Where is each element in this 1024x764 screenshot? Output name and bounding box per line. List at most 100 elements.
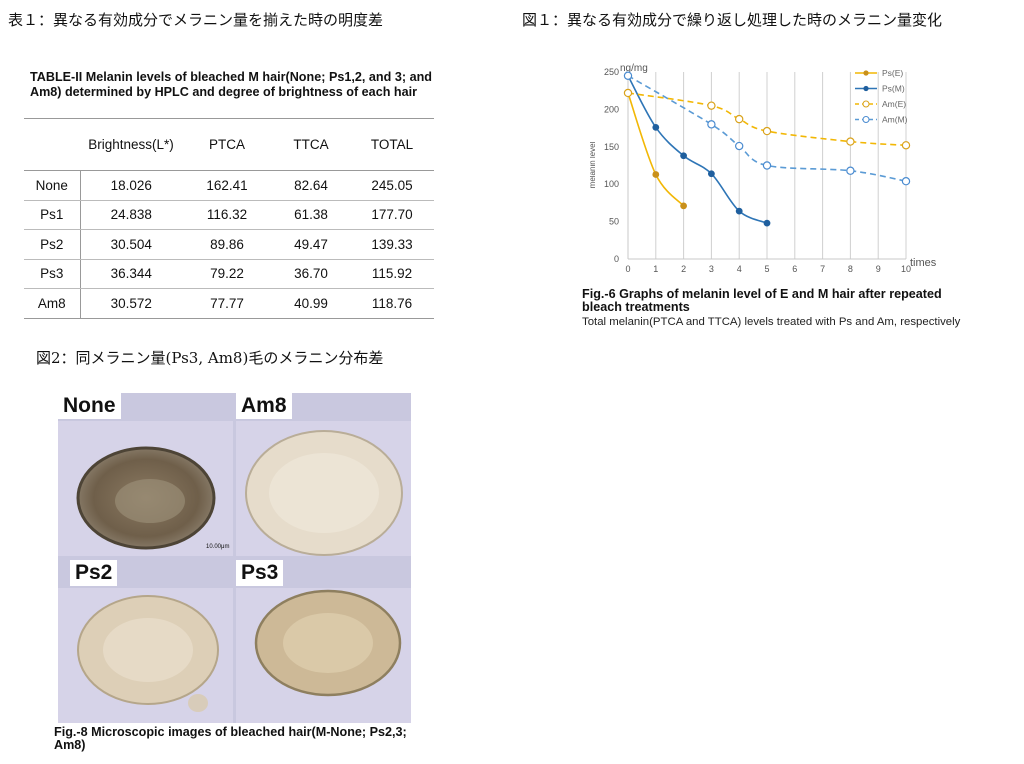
x-tick-label: 0 <box>625 264 630 274</box>
y-unit-label: ng/mg <box>620 63 648 74</box>
table-cell: 61.38 <box>272 200 350 230</box>
table-cell: 24.838 <box>80 200 182 230</box>
microscope-figure: 10.00μm None Am8 Ps2 Ps3 <box>58 393 411 723</box>
data-point-Am(M) <box>734 141 744 151</box>
table-cell: 36.70 <box>272 259 350 289</box>
data-point-Am(E) <box>762 126 772 136</box>
x-tick-label: 1 <box>653 264 658 274</box>
figure2-heading: 図2：同メラニン量(Ps3, Am8)毛のメラニン分布差 <box>36 349 384 367</box>
data-point-Am(M) <box>623 71 633 80</box>
chart-caption-note: Total melanin(PTCA and TTCA) levels trea… <box>582 316 961 328</box>
table-row: Ps3 36.344 79.22 36.70 115.92 <box>24 259 434 289</box>
micro-panel-am8 <box>236 421 411 556</box>
table-cell: 40.99 <box>272 288 350 319</box>
micro-panel-none: 10.00μm <box>58 421 233 556</box>
table-cell: 30.504 <box>80 229 182 260</box>
legend-label: Am(M) <box>882 115 908 125</box>
chart-caption-title: Fig.-6 Graphs of melanin level of E and … <box>582 287 942 314</box>
table-row: Am8 30.572 77.77 40.99 118.76 <box>24 288 434 319</box>
chart-caption: Fig.-6 Graphs of melanin level of E and … <box>582 288 962 329</box>
table-caption: TABLE-II Melanin levels of bleached M ha… <box>30 70 432 99</box>
table-cell: 49.47 <box>272 229 350 260</box>
data-point-Ps(E) <box>652 171 660 178</box>
legend-label: Ps(M) <box>882 84 905 94</box>
data-point-Ps(E) <box>680 202 687 210</box>
legend-marker <box>862 116 870 123</box>
legend-marker <box>862 100 870 108</box>
y-axis-label: melanin level <box>590 141 597 188</box>
melanin-line-chart: 0 50 100 150 200 250 0 1 2 3 4 5 6 7 8 9 10 ng/mg melanin … <box>590 63 937 274</box>
table-row-label: Ps2 <box>24 229 81 260</box>
x-tick-label: 6 <box>792 264 797 274</box>
y-tick-label: 0 <box>614 254 619 264</box>
table-row-label: Am8 <box>24 288 81 319</box>
figure1-heading: 図１：異なる有効成分で繰り返し処理した時のメラニン量変化 <box>522 11 943 29</box>
table-cell: 18.026 <box>80 170 182 201</box>
table-cell: 89.86 <box>182 229 272 260</box>
x-tick-label: 5 <box>764 264 769 274</box>
data-point-Am(E) <box>846 137 855 146</box>
hair-cross-section-image <box>245 430 403 556</box>
legend-label: Ps(E) <box>882 68 903 78</box>
data-point-Am(E) <box>707 101 716 110</box>
y-tick-label: 100 <box>604 179 619 189</box>
data-point-Am(M) <box>846 166 855 175</box>
x-tick-label: 10 <box>901 264 911 274</box>
data-point-Am(M) <box>762 161 772 170</box>
table-cell: 139.33 <box>350 229 434 260</box>
data-point-Ps(M) <box>708 170 715 178</box>
data-point-Am(M) <box>901 177 911 186</box>
data-point-Ps(M) <box>763 219 771 227</box>
table-cell: 162.41 <box>182 170 272 201</box>
table-cell: 82.64 <box>272 170 350 201</box>
micro-panel-ps2 <box>58 588 233 723</box>
table-row-label: Ps3 <box>24 259 81 289</box>
table-header-cell: TTCA <box>272 118 350 171</box>
legend-marker <box>863 85 869 92</box>
table-header-cell: PTCA <box>182 118 272 171</box>
table-row: Ps1 24.838 116.32 61.38 177.70 <box>24 200 434 230</box>
y-tick-label: 50 <box>609 217 619 227</box>
x-tick-label: 8 <box>848 264 853 274</box>
micro-panel-ps3 <box>236 588 411 723</box>
table-row: None 18.026 162.41 82.64 245.05 <box>24 170 434 201</box>
y-tick-label: 200 <box>604 104 619 114</box>
x-tick-label: 2 <box>681 264 686 274</box>
data-point-Am(E) <box>623 88 633 98</box>
x-axis-label: times <box>910 257 937 269</box>
series-line-Ps(M) <box>627 75 768 224</box>
micro-caption: Fig.-8 Microscopic images of bleached ha… <box>54 725 407 752</box>
table-header-cell <box>24 118 80 171</box>
table-header-cell: TOTAL <box>350 118 434 171</box>
table-cell: 115.92 <box>350 259 434 289</box>
table-cell: 118.76 <box>350 288 434 319</box>
x-tick-label: 7 <box>820 264 825 274</box>
table-cell: 36.344 <box>80 259 182 289</box>
hair-cross-section-image <box>254 589 402 697</box>
data-point-Am(E) <box>734 114 744 124</box>
table-row-label: Ps1 <box>24 200 81 230</box>
table-cell: 177.70 <box>350 200 434 230</box>
table-cell: 30.572 <box>80 288 182 319</box>
data-point-Am(M) <box>707 120 716 129</box>
x-tick-label: 3 <box>709 264 714 274</box>
hair-cross-section-image <box>76 446 216 550</box>
table-cell: 116.32 <box>182 200 272 230</box>
micro-label-am8: Am8 <box>236 393 292 419</box>
hair-cross-section-image <box>77 595 219 712</box>
y-tick-label: 250 <box>604 67 619 77</box>
table-cell: 79.22 <box>182 259 272 289</box>
data-point-Am(E) <box>901 141 911 150</box>
legend-label: Am(E) <box>882 99 906 109</box>
table1-heading: 表１：異なる有効成分でメラニン量を揃えた時の明度差 <box>8 11 384 29</box>
table-cell: 245.05 <box>350 170 434 201</box>
micro-label-none: None <box>58 393 121 419</box>
micro-label-ps2: Ps2 <box>70 560 118 586</box>
table-header-cell: Brightness(L*) <box>80 118 182 171</box>
x-tick-label: 9 <box>876 264 881 274</box>
x-tick-label: 4 <box>737 264 742 274</box>
data-point-Ps(M) <box>652 123 660 131</box>
melanin-table: Brightness(L*) PTCA TTCA TOTAL None 18.0… <box>24 118 434 319</box>
data-point-Ps(M) <box>680 152 687 160</box>
table-row-label: None <box>24 170 81 201</box>
